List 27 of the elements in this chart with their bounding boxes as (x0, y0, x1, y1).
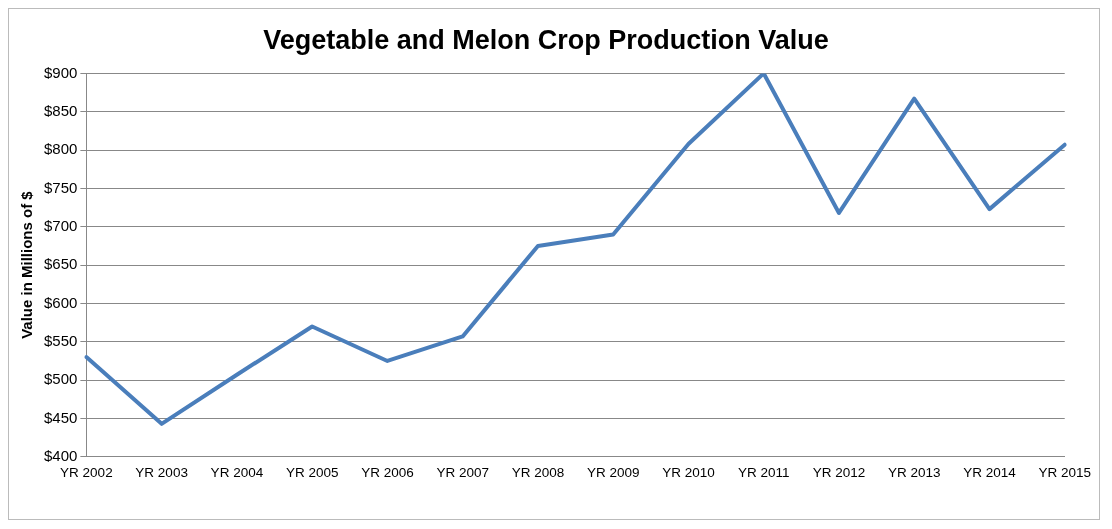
y-tick-label: $900 (43, 63, 78, 81)
x-tick-label: YR 2004 (210, 464, 264, 480)
x-tick-label: YR 2015 (1038, 464, 1092, 480)
y-tick-label: $600 (43, 293, 78, 311)
x-tick-label: YR 2008 (511, 464, 565, 480)
x-tick-label: YR 2012 (812, 464, 866, 480)
x-tick-label: YR 2003 (135, 464, 188, 480)
x-tick-label: YR 2014 (963, 464, 1017, 480)
y-tick-label: $850 (43, 101, 78, 119)
y-tick-label: $400 (43, 446, 78, 464)
y-axis-title: Value in Millions of $ (18, 190, 36, 339)
y-tick-label: $650 (43, 255, 78, 273)
y-tick-label: $700 (43, 216, 78, 234)
y-tick-label: $550 (43, 331, 78, 349)
x-tick-label: YR 2011 (737, 464, 790, 480)
x-tick-label: YR 2007 (436, 464, 489, 480)
y-tick-label: $750 (43, 178, 78, 196)
x-tick-label: YR 2002 (60, 464, 113, 480)
x-tick-label: YR 2005 (285, 464, 339, 480)
x-tick-label: YR 2010 (662, 464, 715, 480)
y-tick-label: $450 (43, 408, 78, 426)
y-tick-label: $800 (43, 140, 78, 158)
x-tick-label: YR 2009 (586, 464, 640, 480)
y-tick-label: $500 (43, 370, 78, 388)
x-tick-label: YR 2013 (887, 464, 941, 480)
chart-title: Vegetable and Melon Crop Production Value (263, 24, 829, 55)
x-tick-label: YR 2006 (361, 464, 414, 480)
